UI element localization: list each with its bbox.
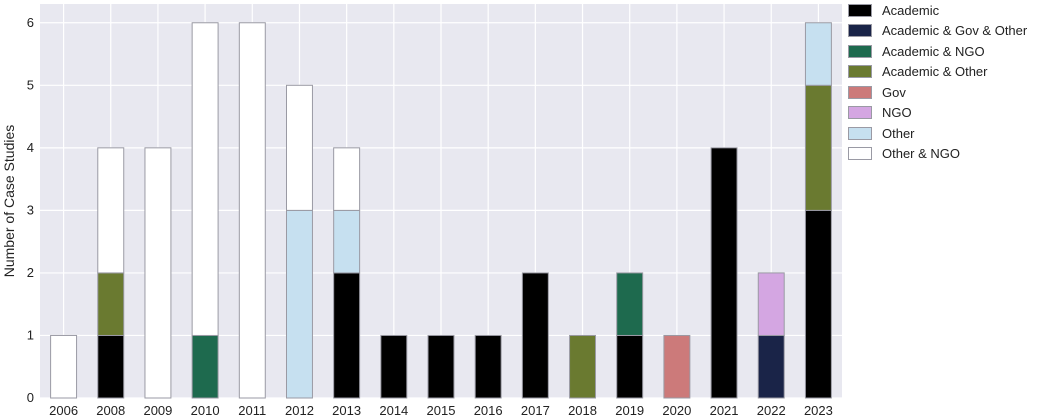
legend-item: Other (848, 123, 1048, 144)
bar-segment (191, 334, 219, 399)
bar-segment (97, 147, 125, 274)
bar-segment (333, 272, 361, 399)
x-tick-label: 2006 (49, 403, 78, 418)
legend-item: Academic & Gov & Other (848, 21, 1048, 42)
x-tick-label: 2008 (96, 403, 125, 418)
legend: Academic Academic & Gov & Other Academic &… (848, 0, 1048, 164)
bar-segment (521, 272, 549, 399)
bar-segment (569, 334, 597, 399)
y-tick-label: 6 (27, 15, 34, 30)
x-tick-label: 2023 (804, 403, 833, 418)
bar-segment (285, 84, 313, 211)
x-tick-label: 2013 (332, 403, 361, 418)
bar-segment (285, 209, 313, 399)
bar-segment (474, 334, 502, 399)
x-tick-label: 2022 (757, 403, 786, 418)
x-tick-label: 2020 (662, 403, 691, 418)
legend-label: Academic & Gov & Other (882, 23, 1028, 39)
bar-segment (757, 334, 785, 399)
y-tick-label: 4 (27, 140, 34, 155)
legend-swatch (848, 24, 872, 38)
y-tick-label: 3 (27, 202, 34, 217)
legend-label: Academic & NGO (882, 43, 985, 59)
x-axis-ticks: 2006 2008 2009 2010 2011 2012 2013 2014 2015 2016… (49, 403, 833, 418)
x-tick-label: 2011 (238, 403, 266, 418)
legend-swatch (848, 3, 872, 17)
legend-item: Gov (848, 82, 1048, 103)
x-tick-label: 2010 (191, 403, 220, 418)
legend-swatch (848, 106, 872, 120)
legend-label: Other (882, 125, 915, 141)
bar-segment (804, 22, 832, 86)
legend-label: Academic & Other (882, 64, 988, 80)
bar-segment (757, 272, 785, 336)
legend-swatch (848, 147, 872, 161)
legend-label: Other & NGO (882, 146, 961, 162)
y-tick-label: 5 (27, 77, 34, 92)
legend-swatch (848, 65, 872, 79)
bar-segment (97, 272, 125, 336)
x-tick-label: 2014 (379, 403, 408, 418)
legend-item: Academic & NGO (848, 41, 1048, 62)
x-tick-label: 2016 (474, 403, 503, 418)
bars (50, 22, 832, 399)
bar-segment (333, 147, 361, 211)
y-tick-label: 2 (27, 265, 34, 280)
legend-label: Academic (882, 2, 940, 18)
x-tick-label: 2018 (568, 403, 597, 418)
legend-swatch (848, 126, 872, 140)
legend-item: Academic & Other (848, 62, 1048, 83)
bar-segment (616, 334, 644, 399)
legend-item: Other & NGO (848, 144, 1048, 165)
bar-segment (380, 334, 408, 399)
x-tick-label: 2021 (710, 403, 739, 418)
bar-segment (191, 22, 219, 336)
legend-label: Gov (882, 84, 906, 100)
bar-segment (616, 272, 644, 336)
legend-swatch (848, 85, 872, 99)
bar-segment (427, 334, 455, 399)
y-tick-label: 1 (27, 327, 34, 342)
bar-segment (804, 84, 832, 211)
legend-item: Academic (848, 0, 1048, 21)
legend-item: NGO (848, 103, 1048, 124)
y-axis-label: Number of Case Studies (1, 125, 17, 278)
legend-label: NGO (882, 105, 912, 121)
legend-swatch (848, 44, 872, 58)
bar-segment (238, 22, 266, 399)
bar-segment (804, 209, 832, 399)
bar-segment (144, 147, 172, 399)
x-tick-label: 2017 (521, 403, 550, 418)
x-tick-label: 2019 (615, 403, 644, 418)
bar-segment (710, 147, 738, 399)
x-tick-label: 2012 (285, 403, 314, 418)
bar-segment (663, 334, 691, 399)
x-tick-label: 2009 (143, 403, 172, 418)
bar-segment (97, 334, 125, 399)
stacked-bar-chart: 0 1 2 3 4 5 6 2006 2008 2009 2010 2011 2012 2013 2014… (1, 4, 842, 418)
y-tick-label: 0 (27, 390, 34, 405)
x-tick-label: 2015 (427, 403, 456, 418)
bar-segment (50, 334, 78, 399)
y-axis-ticks: 0 1 2 3 4 5 6 (27, 15, 34, 405)
bar-segment (333, 209, 361, 274)
